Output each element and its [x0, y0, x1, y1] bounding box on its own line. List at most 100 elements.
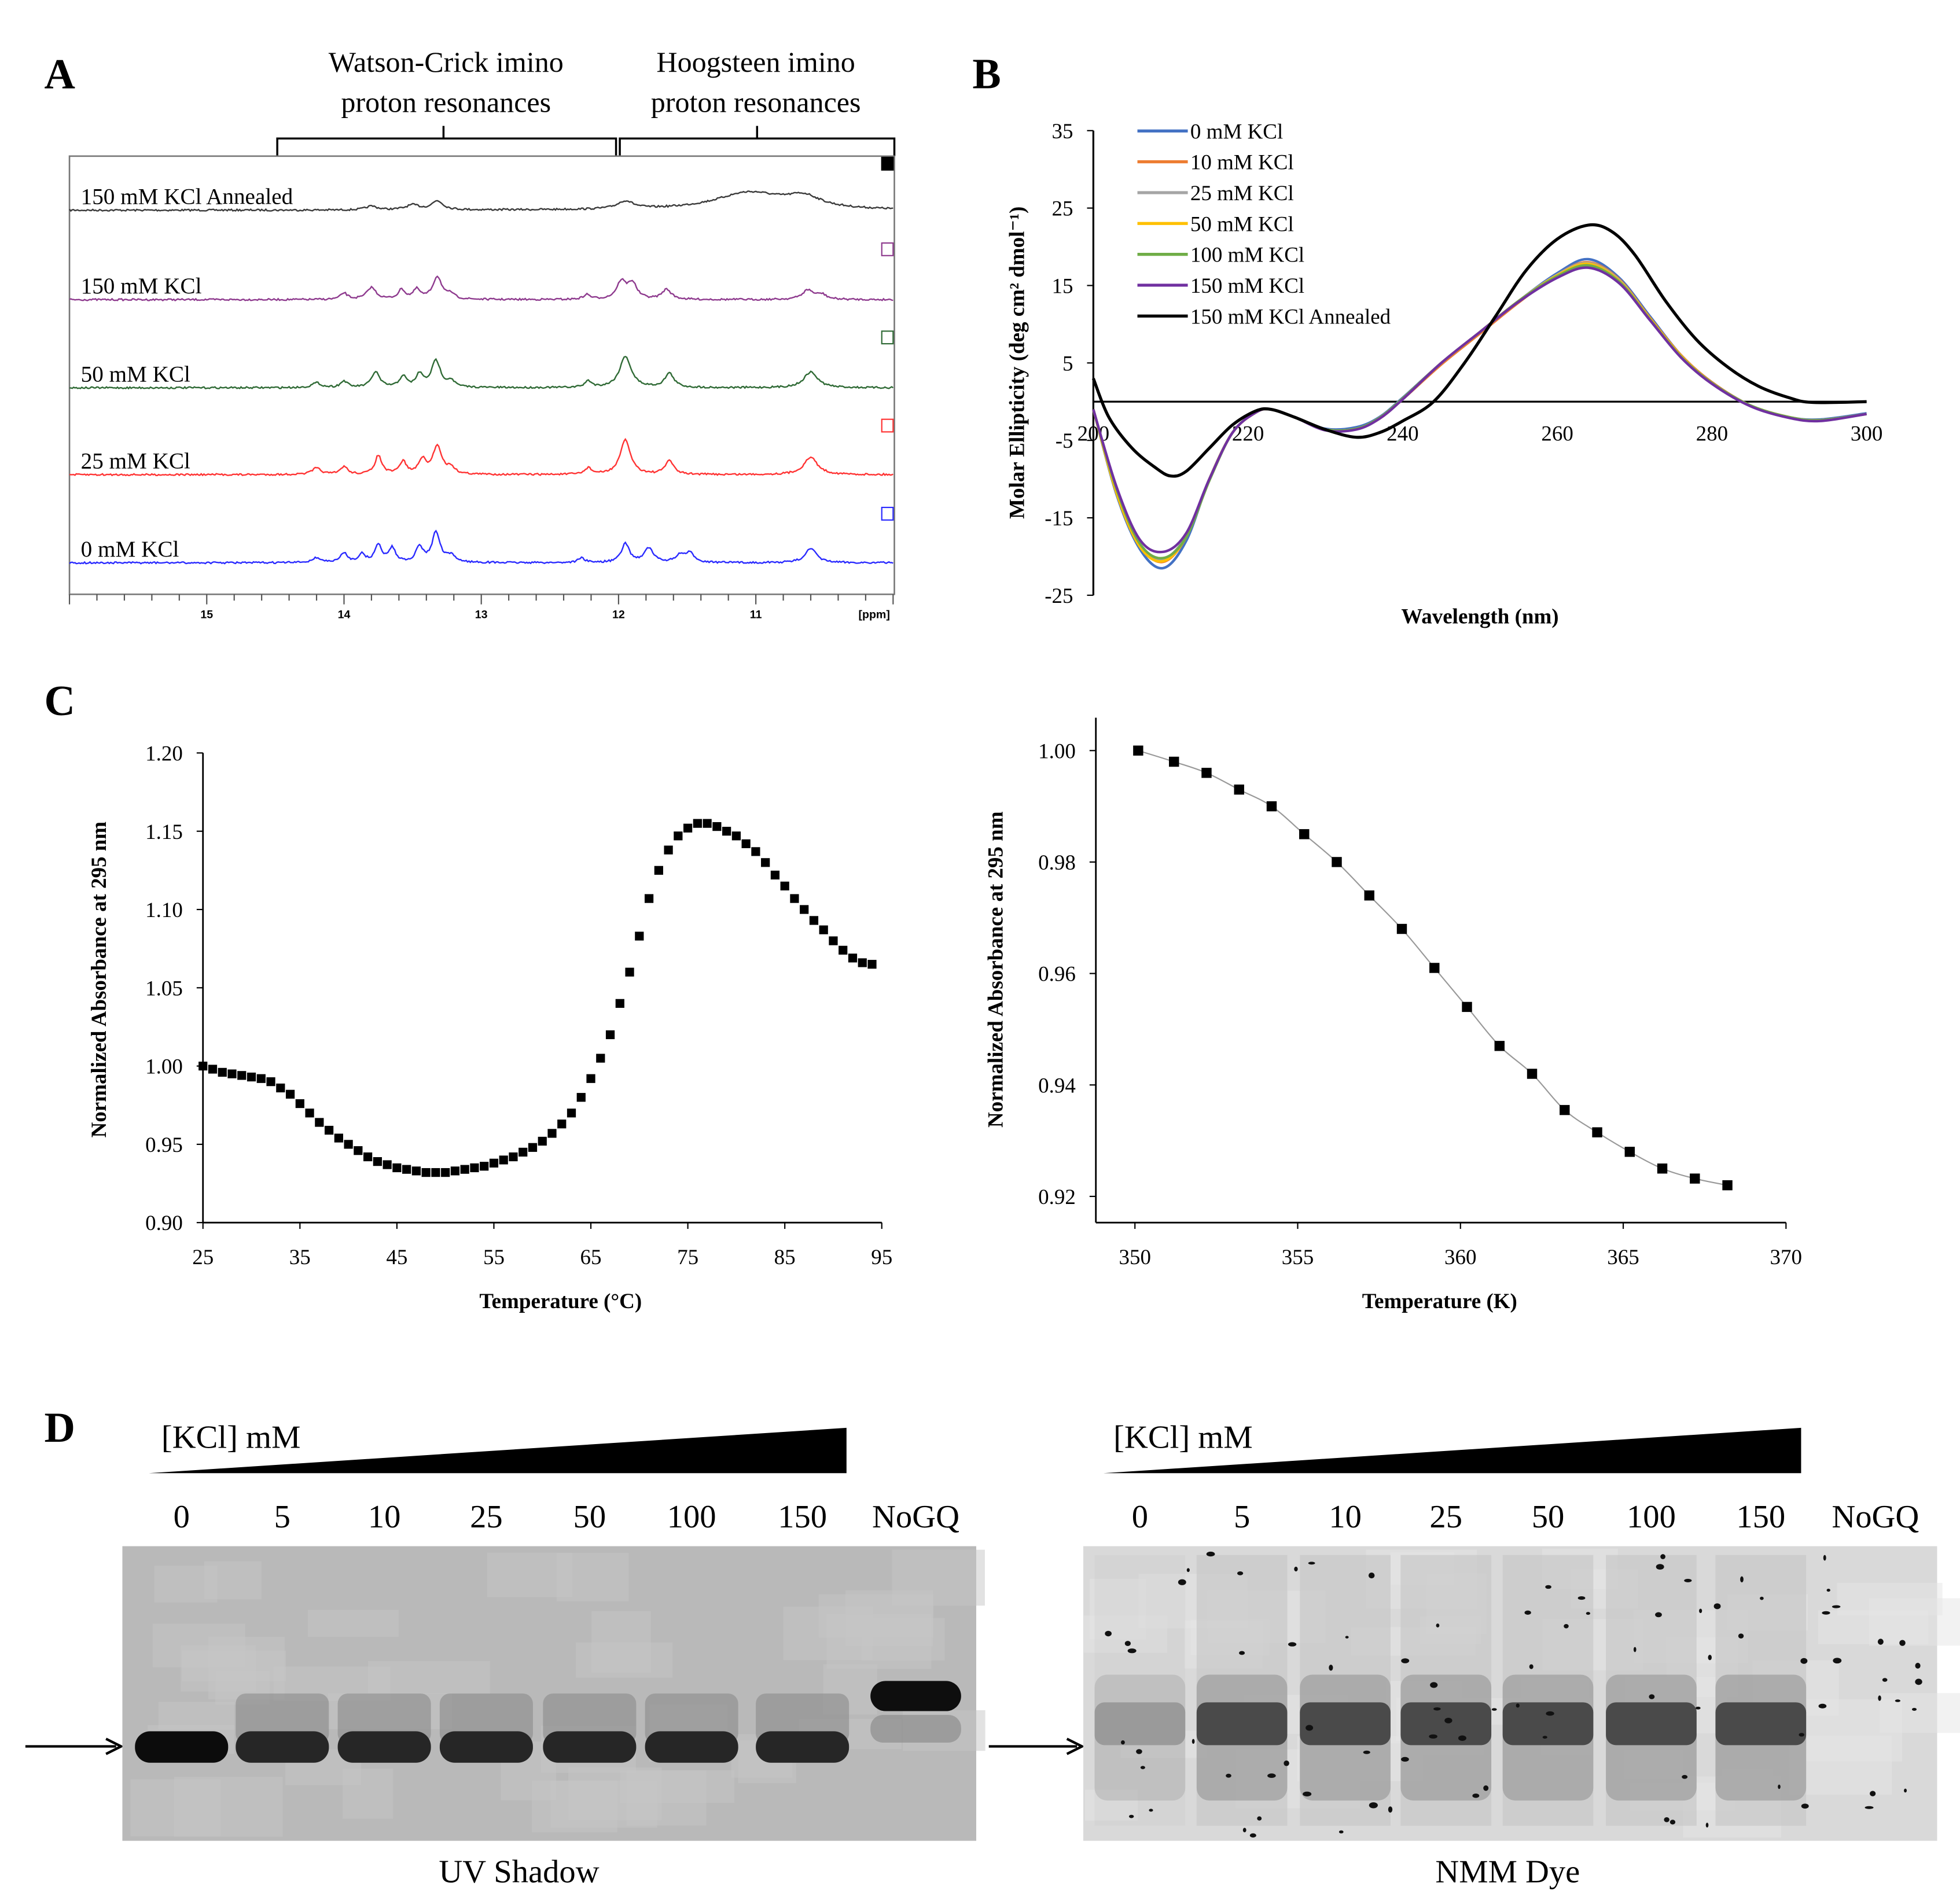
data-point: [344, 1140, 353, 1149]
data-point: [266, 1077, 275, 1087]
gel-band: [236, 1731, 329, 1763]
data-point: [1592, 1127, 1602, 1137]
gel-band-faint: [870, 1715, 961, 1743]
data-point: [198, 1061, 208, 1071]
gel-speckle: [1911, 1708, 1917, 1711]
x-tick-label: 350: [1119, 1246, 1150, 1269]
gel-speckle: [1656, 1564, 1664, 1570]
gel-speckle: [1529, 1664, 1534, 1669]
gel-speckle: [1237, 1571, 1244, 1575]
data-point: [1462, 1001, 1472, 1012]
data-point: [664, 845, 673, 855]
gel-speckle: [1472, 1793, 1480, 1798]
lane-label: 150: [1736, 1499, 1785, 1535]
gel-speckle: [1257, 1816, 1262, 1821]
data-point: [703, 819, 712, 828]
ppm-axis-label: [ppm]: [859, 609, 890, 621]
lane-label: 0: [174, 1499, 190, 1535]
data-point: [839, 945, 848, 955]
gel-band: [1715, 1702, 1807, 1746]
gel-speckle: [1120, 1740, 1125, 1745]
data-point: [295, 1099, 304, 1109]
gel-speckle: [1682, 1774, 1688, 1779]
gel-texture: [1879, 1693, 1960, 1733]
panel-label-d: D: [45, 1404, 75, 1452]
uv-melt-kelvin-chart: 1.00 0.98 0.96 0.94 0.92 350 355 360 365 370 Norm…: [984, 717, 1802, 1313]
cd-legend: 0 mM KCl 10 mM KCl 25 mM KCl 50 mM KCl 100 m…: [1137, 120, 1391, 329]
y-tick-label: 1.00: [1038, 739, 1076, 763]
lane-label: NoGQ: [1832, 1499, 1919, 1535]
gel-speckle: [1660, 1554, 1665, 1559]
data-point: [625, 967, 634, 977]
gel-speckle: [1429, 1734, 1437, 1739]
hoogsteen-header-line2: proton resonances: [651, 86, 861, 119]
cd-y-tick-label: 15: [1052, 275, 1073, 299]
gel-speckle: [1655, 1612, 1662, 1618]
data-point: [809, 916, 819, 925]
data-point: [499, 1155, 508, 1165]
data-point: [858, 958, 867, 967]
gel-speckle: [1740, 1576, 1744, 1583]
lane-label: 50: [1532, 1499, 1565, 1535]
gel-speckle: [1249, 1833, 1256, 1838]
y-tick-label: 0.96: [1038, 963, 1076, 986]
gel-speckle: [1444, 1717, 1452, 1724]
gel-speckle: [1226, 1773, 1231, 1778]
y-tick-label: 0.98: [1038, 851, 1076, 875]
band-arrow-icon: [988, 1737, 1085, 1755]
nmr-trace-label: 0 mM KCl: [81, 537, 179, 562]
data-point: [373, 1157, 382, 1166]
gel-speckle: [1308, 1562, 1315, 1565]
gel-speckle: [1708, 1655, 1712, 1660]
legend-label: 10 mM KCl: [1190, 151, 1294, 175]
legend-label: 0 mM KCl: [1190, 120, 1283, 143]
nmr-frame: [68, 155, 895, 595]
cd-curve: [1092, 266, 1867, 554]
data-point: [480, 1162, 489, 1171]
gel-speckle: [1303, 1791, 1312, 1796]
x-tick-label: 365: [1607, 1246, 1639, 1269]
gel-speckle: [1401, 1658, 1410, 1663]
cd-y-tick-label: 35: [1052, 120, 1073, 143]
gel-texture: [158, 1702, 234, 1730]
gel-speckle: [1649, 1694, 1655, 1699]
uv-melt-celsius-chart: 1.20 1.15 1.10 1.05 1.00 0.95 0.90 25 35 45 55 65 75…: [87, 742, 892, 1313]
data-point: [460, 1165, 469, 1174]
lane-label: 100: [667, 1499, 716, 1535]
data-point: [1299, 829, 1310, 839]
hoogsteen-header-line1: Hoogsteen imino: [656, 46, 855, 78]
cd-y-tick-label: 25: [1052, 197, 1073, 221]
data-point: [1169, 756, 1179, 767]
gel-speckle: [1684, 1578, 1692, 1582]
data-point: [586, 1074, 595, 1083]
cd-x-tick-label: 300: [1851, 422, 1882, 446]
cd-y-tick-label: -5: [1056, 429, 1073, 453]
x-tick-label: 35: [289, 1246, 311, 1269]
nmr-trace-label: 50 mM KCl: [81, 362, 190, 386]
data-point: [780, 881, 789, 891]
gel-speckle: [1239, 1651, 1245, 1655]
ppm-tick-label: 15: [200, 609, 213, 621]
data-point: [1201, 768, 1212, 778]
ppm-tick-label: 14: [338, 609, 351, 621]
panel-label-b: B: [972, 50, 1001, 98]
data-point: [1364, 890, 1374, 901]
data-point: [829, 936, 838, 945]
wc-header-line1: Watson-Crick imino: [329, 46, 564, 78]
data-point: [635, 931, 644, 941]
ppm-axis: 15 14 13 12 11: [68, 594, 894, 621]
x-tick-label: 65: [580, 1246, 602, 1269]
data-point: [731, 831, 741, 841]
trace-marker-icon: [881, 418, 894, 433]
gel-speckle: [1870, 1791, 1876, 1796]
gel-band: [1400, 1702, 1492, 1746]
gel-speckle: [1430, 1682, 1438, 1688]
gel-speckle: [1895, 1699, 1901, 1702]
y-tick-label: 1.00: [145, 1055, 183, 1079]
data-point: [402, 1165, 411, 1174]
data-point: [256, 1074, 266, 1083]
data-point: [509, 1152, 518, 1162]
gel-texture: [204, 1561, 262, 1600]
data-point: [354, 1146, 363, 1155]
gel-speckle: [1915, 1662, 1921, 1669]
